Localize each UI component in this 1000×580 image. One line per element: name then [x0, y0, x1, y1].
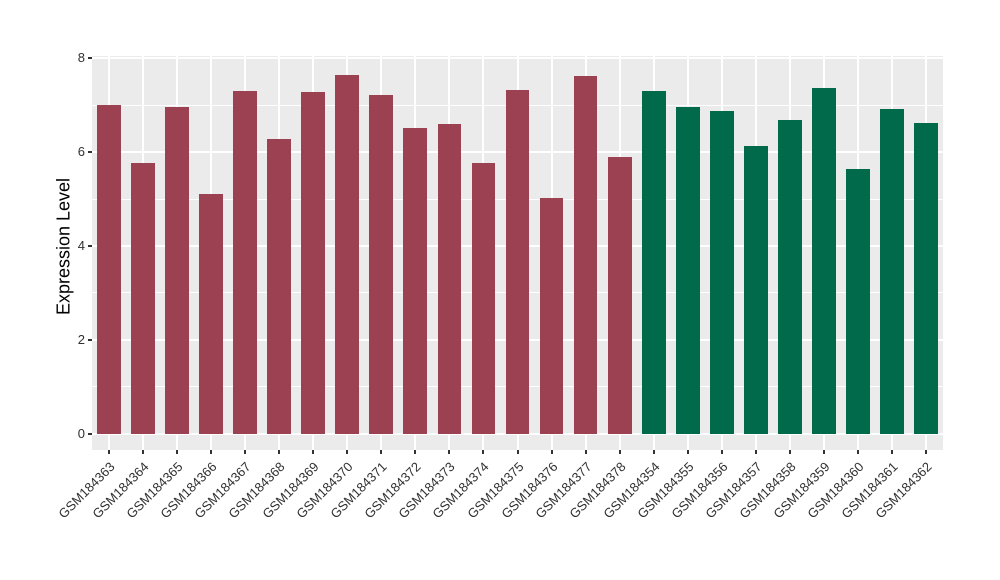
bar-GSM184376	[539, 198, 564, 434]
bar-GSM184361	[880, 109, 904, 434]
x-tick-mark	[414, 450, 417, 454]
bar-GSM184374	[471, 163, 496, 434]
bar-GSM184366	[199, 193, 224, 434]
bar-GSM184369	[301, 91, 326, 434]
bar-GSM184378	[607, 156, 632, 434]
x-tick-mark	[482, 450, 485, 454]
plot-panel	[92, 56, 943, 450]
y-tick-mark	[88, 338, 92, 341]
x-tick-mark	[924, 450, 927, 454]
y-tick-label: 8	[77, 50, 85, 66]
y-tick-label: 6	[77, 144, 85, 160]
bar-GSM184370	[335, 74, 360, 434]
x-tick-mark	[380, 450, 383, 454]
x-tick-mark	[346, 450, 349, 454]
y-tick-label: 2	[77, 331, 85, 347]
bar-GSM184367	[233, 90, 258, 434]
bar-GSM184375	[505, 89, 530, 434]
x-tick-mark	[108, 450, 111, 454]
x-tick-mark	[142, 450, 145, 454]
x-tick-mark	[176, 450, 179, 454]
x-tick-mark	[516, 450, 519, 454]
bar-GSM184355	[675, 106, 700, 434]
x-tick-mark	[618, 450, 621, 454]
x-tick-mark	[278, 450, 281, 454]
bar-GSM184371	[369, 95, 394, 434]
x-tick-mark	[686, 450, 689, 454]
y-tick-label: 4	[77, 237, 85, 253]
bar-GSM184356	[709, 110, 734, 434]
x-tick-mark	[720, 450, 723, 454]
x-tick-mark	[890, 450, 893, 454]
x-tick-mark	[210, 450, 213, 454]
bar-GSM184362	[914, 123, 938, 434]
x-tick-mark	[856, 450, 859, 454]
y-tick-mark	[88, 57, 92, 60]
x-tick-mark	[788, 450, 791, 454]
bar-GSM184359	[811, 88, 836, 434]
bar-GSM184354	[641, 90, 666, 434]
x-tick-mark	[244, 450, 247, 454]
bar-GSM184360	[845, 169, 870, 434]
x-tick-mark	[448, 450, 451, 454]
bar-GSM184372	[403, 127, 428, 434]
x-tick-mark	[312, 450, 315, 454]
x-tick-mark	[584, 450, 587, 454]
bar-GSM184373	[437, 124, 462, 434]
bar-GSM184365	[165, 106, 189, 434]
bar-GSM184357	[743, 145, 768, 434]
y-tick-label: 0	[77, 425, 85, 441]
bar-GSM184358	[777, 120, 802, 434]
y-tick-mark	[88, 244, 92, 247]
bar-GSM184364	[131, 163, 155, 434]
x-tick-mark	[754, 450, 757, 454]
bar-GSM184377	[573, 76, 598, 434]
bar-GSM184363	[97, 104, 121, 434]
x-tick-mark	[550, 450, 553, 454]
x-tick-mark	[822, 450, 825, 454]
x-tick-mark	[652, 450, 655, 454]
bar-GSM184368	[267, 139, 292, 434]
y-tick-mark	[88, 432, 92, 435]
y-tick-mark	[88, 151, 92, 154]
